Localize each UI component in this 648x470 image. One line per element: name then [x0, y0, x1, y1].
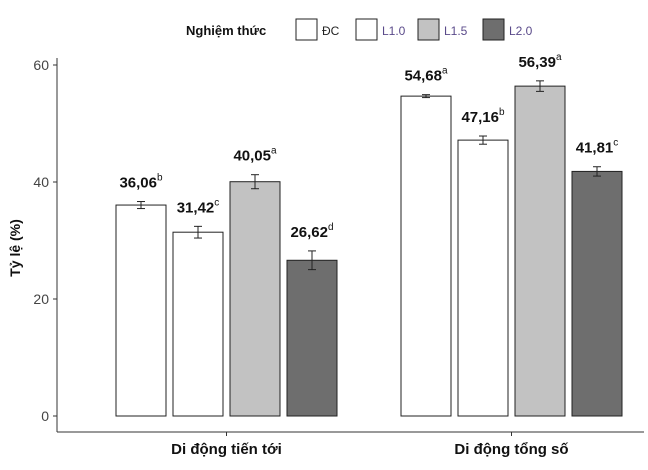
- bar: [514, 85, 566, 417]
- data-label: 54,68a: [404, 66, 448, 85]
- significance-letter: c: [214, 197, 219, 208]
- bar: [286, 259, 338, 417]
- y-axis: 0 20 40 60 Tỷ lệ (%): [7, 57, 58, 432]
- x-category-label: Di động tổng số: [454, 441, 568, 458]
- y-tick-label: 60: [33, 57, 49, 73]
- legend-entry-label: L2.0: [509, 24, 533, 38]
- x-axis: Di động tiến tới Di động tổng số: [57, 431, 644, 458]
- data-label: 47,16b: [461, 107, 505, 126]
- y-axis-title: Tỷ lệ (%): [7, 219, 23, 277]
- legend-entry-label: L1.0: [382, 24, 406, 38]
- y-tick-label: 0: [41, 408, 49, 424]
- significance-letter: a: [442, 66, 448, 77]
- data-label: 40,05a: [233, 146, 277, 165]
- legend-entry-label: L1.5: [444, 24, 468, 38]
- y-tick-label: 40: [33, 174, 49, 190]
- significance-letter: b: [499, 107, 505, 118]
- data-label: 31,42c: [177, 197, 220, 216]
- bar: [571, 170, 623, 417]
- data-label: 26,62d: [290, 222, 333, 241]
- bar: [400, 95, 452, 417]
- y-tick-label: 20: [33, 291, 49, 307]
- data-label: 56,39a: [518, 52, 562, 71]
- bar: [457, 139, 509, 417]
- significance-letter: a: [271, 146, 277, 157]
- legend-swatch: [355, 18, 378, 41]
- significance-letter: c: [613, 138, 618, 149]
- legend: Nghiệm thức ĐC L1.0 L1.5 L2.0: [186, 18, 533, 41]
- bar: [172, 231, 224, 417]
- significance-letter: b: [157, 173, 163, 184]
- legend-swatch: [295, 18, 318, 41]
- legend-swatch: [482, 18, 505, 41]
- legend-entry-label: ĐC: [322, 24, 340, 38]
- bar: [115, 204, 167, 417]
- legend-title: Nghiệm thức: [186, 23, 266, 38]
- data-label: 36,06b: [119, 173, 163, 192]
- bar: [229, 181, 281, 417]
- bars: [115, 80, 623, 417]
- significance-letter: a: [556, 52, 562, 63]
- legend-swatch: [417, 18, 440, 41]
- x-category-label: Di động tiến tới: [171, 441, 282, 458]
- data-label: 41,81c: [576, 138, 619, 157]
- data-labels: 36,06b 31,42c 40,05a 26,62d 54,68a 47,16b 56,3…: [119, 52, 618, 241]
- significance-letter: d: [328, 222, 334, 233]
